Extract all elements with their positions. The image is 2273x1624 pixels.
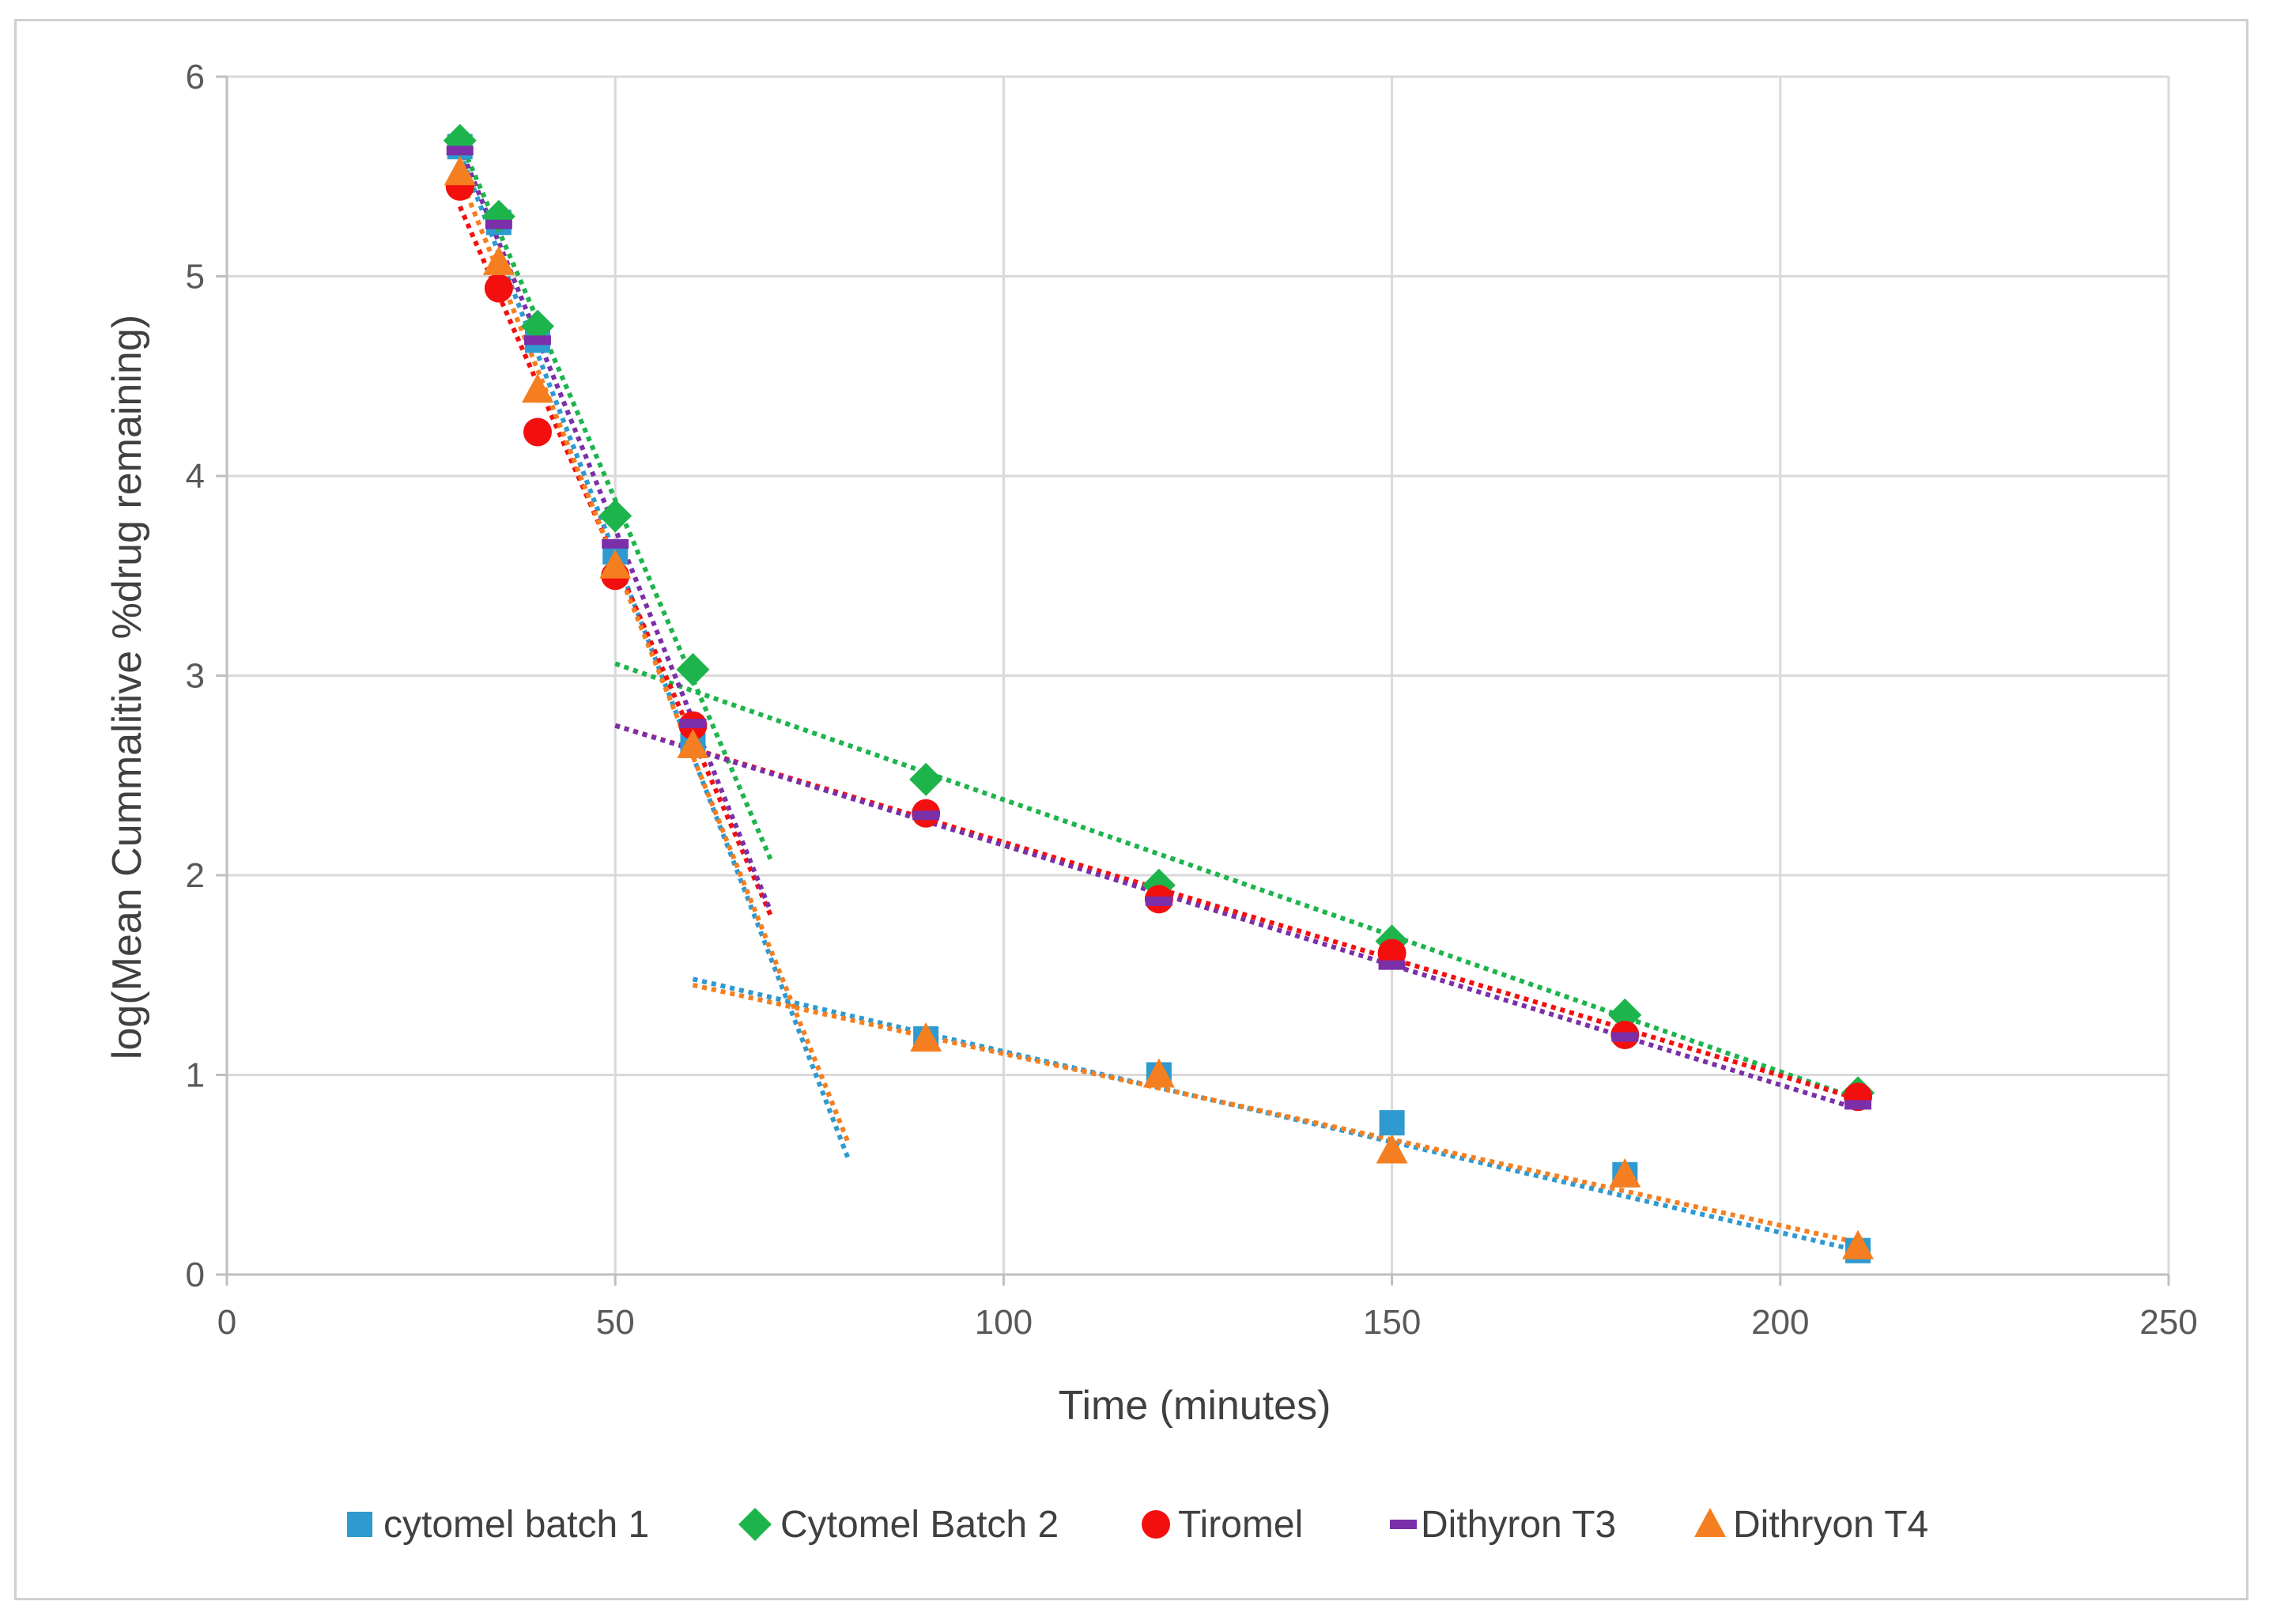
y-tick-label: 4 bbox=[186, 457, 205, 496]
x-tick-label: 100 bbox=[975, 1303, 1033, 1342]
data-point bbox=[446, 145, 474, 156]
legend-marker bbox=[1142, 1510, 1170, 1539]
data-point bbox=[679, 719, 707, 729]
legend-marker bbox=[738, 1508, 772, 1541]
legend-label: Dithryon T4 bbox=[1733, 1504, 1928, 1546]
data-point bbox=[1142, 1058, 1175, 1088]
x-axis-title: Time (minutes) bbox=[1059, 1383, 1331, 1429]
data-point bbox=[484, 274, 513, 303]
trendline bbox=[692, 976, 1859, 1253]
grid-layer bbox=[227, 75, 2170, 1275]
legend-marker bbox=[1390, 1520, 1417, 1529]
y-tick-label: 3 bbox=[186, 657, 205, 696]
data-point bbox=[1844, 1100, 1872, 1110]
data-point bbox=[482, 245, 515, 275]
y-tick-label: 1 bbox=[186, 1056, 205, 1095]
data-point bbox=[1377, 939, 1406, 968]
data-point bbox=[602, 538, 629, 549]
legend-item: Dithryon T4 bbox=[1694, 1504, 1928, 1546]
data-point bbox=[1376, 1134, 1408, 1164]
data-point bbox=[910, 1022, 942, 1052]
legend-item: cytomel batch 1 bbox=[347, 1504, 649, 1546]
y-tick-label: 5 bbox=[186, 258, 205, 296]
data-point bbox=[485, 219, 512, 229]
data-point bbox=[677, 728, 709, 758]
marker-layer bbox=[443, 123, 1875, 1263]
data-point bbox=[598, 499, 632, 533]
data-point bbox=[599, 549, 632, 579]
series-cytomel-batch-1 bbox=[447, 134, 1871, 1263]
data-point bbox=[444, 156, 476, 186]
x-tick-label: 0 bbox=[217, 1303, 236, 1342]
data-point bbox=[521, 373, 553, 403]
legend-item: Dithyron T3 bbox=[1390, 1504, 1616, 1546]
legend-item: Tiromel bbox=[1142, 1504, 1303, 1546]
data-point bbox=[912, 810, 940, 821]
y-axis-title: log(Mean Cummalitive %drug remaining) bbox=[104, 315, 150, 1059]
trendline bbox=[614, 723, 1859, 1101]
x-tick-label: 200 bbox=[1751, 1303, 1809, 1342]
data-point bbox=[520, 309, 554, 343]
data-point bbox=[523, 417, 552, 447]
data-point bbox=[523, 335, 551, 346]
x-tick-label: 250 bbox=[2139, 1303, 2197, 1342]
legend-label: Cytomel Batch 2 bbox=[780, 1504, 1059, 1546]
legend-label: cytomel batch 1 bbox=[383, 1504, 649, 1546]
data-point bbox=[1842, 1229, 1875, 1260]
series-dithryon-t4 bbox=[444, 156, 1875, 1260]
series-cytomel-batch-2 bbox=[443, 123, 1875, 1110]
series-dithyron-t3 bbox=[446, 145, 1872, 1110]
legend: cytomel batch 1 Cytomel Batch 2 Tiromel Dit… bbox=[347, 1504, 1928, 1546]
legend-item: Cytomel Batch 2 bbox=[738, 1504, 1059, 1546]
trendline bbox=[614, 723, 1859, 1112]
data-point bbox=[1611, 1032, 1639, 1042]
data-point bbox=[1379, 1110, 1405, 1136]
axis-layer: 0 1 2 3 4 5 6 0 50 100 150 200 250 bbox=[186, 58, 2198, 1342]
x-tick-label: 150 bbox=[1363, 1303, 1421, 1342]
data-point bbox=[1609, 1158, 1641, 1188]
legend-label: Dithyron T3 bbox=[1421, 1504, 1616, 1546]
data-point bbox=[1608, 998, 1642, 1032]
data-point bbox=[1145, 896, 1172, 906]
legend-marker bbox=[1694, 1508, 1726, 1537]
data-point bbox=[909, 762, 943, 796]
x-tick-label: 50 bbox=[596, 1303, 635, 1342]
y-tick-label: 0 bbox=[186, 1256, 205, 1294]
legend-label: Tiromel bbox=[1178, 1504, 1303, 1546]
y-tick-label: 6 bbox=[186, 58, 205, 96]
trendline bbox=[614, 661, 1860, 1101]
legend-marker bbox=[347, 1512, 372, 1537]
data-point bbox=[676, 652, 710, 686]
chart-frame bbox=[14, 19, 2248, 1600]
y-tick-label: 2 bbox=[186, 856, 205, 895]
data-point bbox=[1378, 960, 1406, 970]
